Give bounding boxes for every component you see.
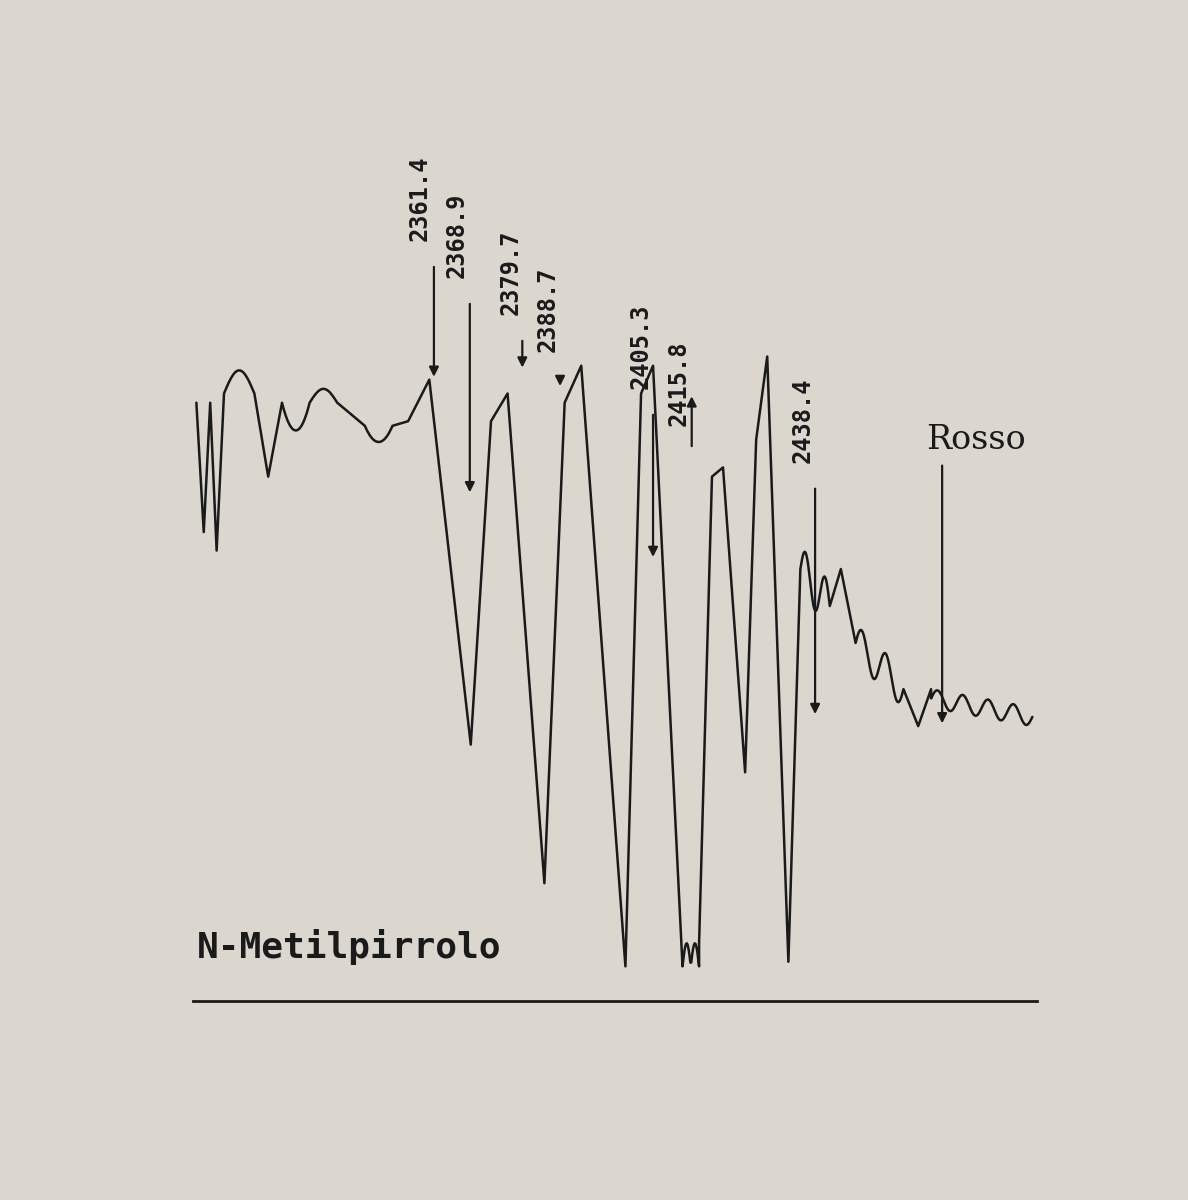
Text: 2368.9: 2368.9 [446, 192, 469, 278]
Text: 2361.4: 2361.4 [409, 156, 432, 241]
Text: Rosso: Rosso [927, 424, 1026, 456]
Text: N-Metilpirrolo: N-Metilpirrolo [196, 929, 501, 965]
Text: 2415.8: 2415.8 [666, 341, 691, 426]
Text: 2379.7: 2379.7 [498, 229, 523, 314]
Text: 2388.7: 2388.7 [535, 266, 560, 352]
Text: 2405.3: 2405.3 [628, 304, 652, 389]
Text: 2438.4: 2438.4 [790, 377, 814, 463]
